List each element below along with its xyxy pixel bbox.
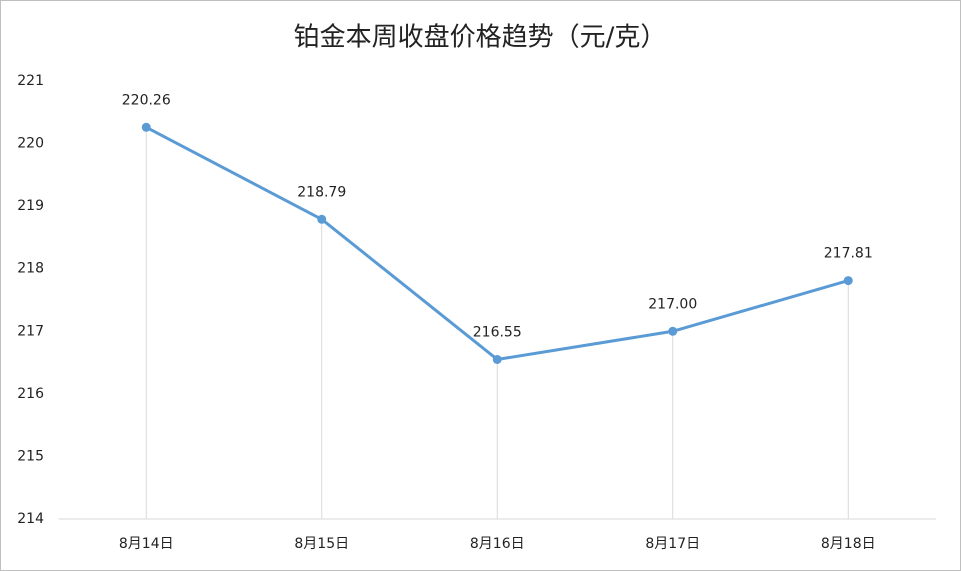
y-tick-label: 219 (17, 198, 44, 214)
data-point (317, 214, 327, 224)
data-point (492, 354, 502, 364)
y-tick-label: 221 (17, 73, 44, 89)
data-label: 218.79 (297, 184, 346, 200)
y-tick-label: 217 (17, 323, 44, 339)
y-tick-label: 216 (17, 386, 44, 402)
data-label: 217.81 (824, 246, 873, 262)
y-tick-label: 220 (17, 136, 44, 152)
data-label: 220.26 (122, 92, 171, 108)
y-tick-label: 214 (17, 511, 44, 527)
x-tick-label: 8月15日 (294, 536, 349, 552)
x-tick-label: 8月17日 (645, 536, 700, 552)
data-point (843, 276, 853, 286)
x-tick-label: 8月14日 (119, 536, 174, 552)
y-tick-label: 218 (17, 261, 44, 277)
x-tick-label: 8月16日 (470, 536, 525, 552)
data-point (668, 326, 678, 336)
data-label: 216.55 (473, 324, 522, 340)
y-tick-label: 215 (17, 448, 44, 464)
x-tick-label: 8月18日 (821, 536, 876, 552)
data-point (141, 122, 151, 132)
chart-title: 铂金本周收盘价格趋势（元/克） (294, 23, 667, 53)
data-label: 217.00 (648, 296, 697, 312)
